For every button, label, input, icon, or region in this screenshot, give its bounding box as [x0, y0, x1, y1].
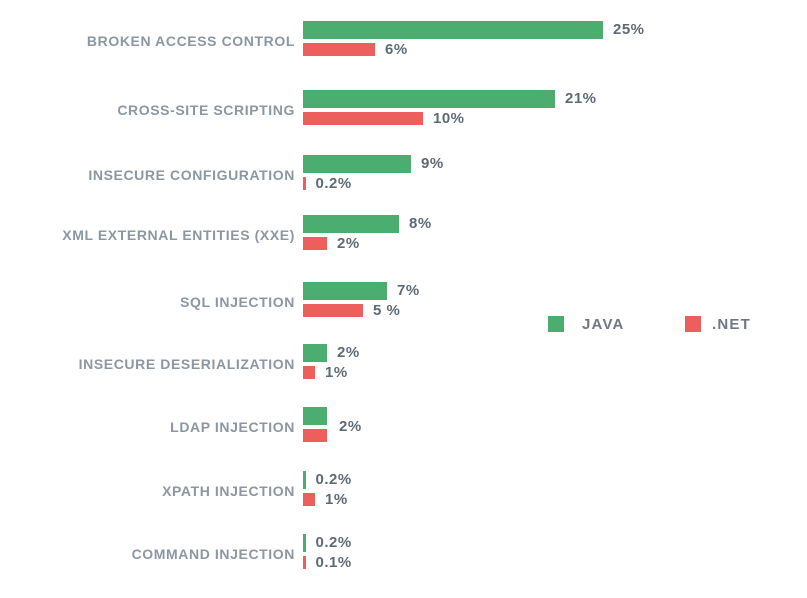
net-bar — [303, 177, 306, 190]
net-value-label: 2% — [337, 235, 360, 252]
legend-java-swatch — [548, 316, 564, 332]
java-value-label: 2% — [337, 344, 360, 361]
net-value-label: 5 % — [373, 302, 401, 319]
java-value-label: 0.2% — [315, 534, 352, 551]
java-value-label: 25% — [613, 21, 645, 38]
net-bar — [303, 556, 306, 569]
java-bar — [303, 155, 411, 173]
java-bar — [303, 534, 306, 552]
category-label: LDAP INJECTION — [170, 419, 295, 435]
net-value-label: 1% — [325, 364, 348, 381]
net-value-label: 0.1% — [315, 554, 352, 571]
net-bar — [303, 366, 315, 379]
java-value-label: 9% — [421, 155, 444, 172]
category-label: INSECURE DESERIALIZATION — [78, 356, 295, 372]
java-value-label: 0.2% — [315, 471, 352, 488]
category-label: SQL INJECTION — [180, 294, 295, 310]
net-value-label: 10% — [433, 110, 465, 127]
java-bar — [303, 21, 603, 39]
category-label: XML EXTERNAL ENTITIES (XXE) — [62, 227, 295, 243]
net-bar — [303, 43, 375, 56]
net-value-label: 0.2% — [315, 175, 352, 192]
legend-net-swatch — [685, 316, 701, 332]
net-bar — [303, 112, 423, 125]
java-bar — [303, 282, 387, 300]
net-bar — [303, 429, 327, 442]
net-bar — [303, 493, 315, 506]
java-bar — [303, 471, 306, 489]
category-label: COMMAND INJECTION — [131, 546, 295, 562]
net-bar — [303, 237, 327, 250]
shared-value-label: 2% — [339, 418, 362, 435]
java-bar — [303, 407, 327, 425]
category-label: INSECURE CONFIGURATION — [88, 167, 295, 183]
java-value-label: 7% — [397, 282, 420, 299]
java-bar — [303, 90, 555, 108]
java-value-label: 8% — [409, 215, 432, 232]
category-label: BROKEN ACCESS CONTROL — [86, 33, 295, 49]
category-label: XPATH INJECTION — [162, 483, 295, 499]
net-bar — [303, 304, 363, 317]
java-bar — [303, 215, 399, 233]
net-value-label: 6% — [385, 41, 408, 58]
java-value-label: 21% — [565, 90, 597, 107]
category-label: CROSS-SITE SCRIPTING — [117, 102, 295, 118]
legend-java-label: JAVA — [582, 316, 625, 333]
java-bar — [303, 344, 327, 362]
net-value-label: 1% — [325, 491, 348, 508]
legend-net-label: .NET — [712, 316, 751, 333]
